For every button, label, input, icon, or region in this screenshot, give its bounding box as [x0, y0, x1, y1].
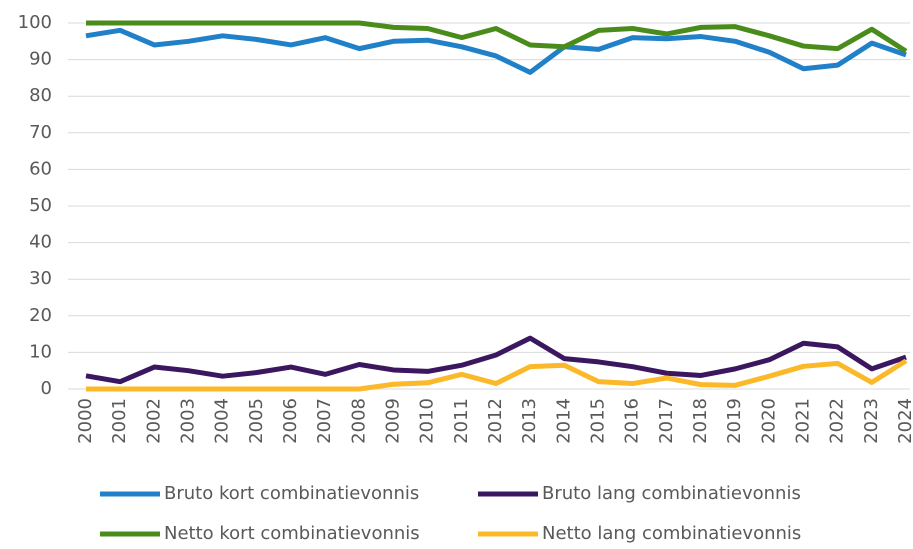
- x-tick-label: 2017: [656, 398, 677, 444]
- x-tick-label: 2001: [109, 398, 130, 444]
- y-tick-label: 20: [29, 305, 52, 326]
- legend-label: Bruto lang combinatievonnis: [542, 483, 801, 504]
- x-tick-label: 2009: [383, 398, 404, 444]
- x-tick-label: 2003: [178, 398, 199, 444]
- x-tick-label: 2020: [758, 398, 779, 444]
- y-tick-label: 0: [41, 378, 52, 399]
- x-tick-label: 2005: [246, 398, 267, 444]
- y-tick-label: 90: [29, 49, 52, 70]
- legend-label: Bruto kort combinatievonnis: [164, 483, 419, 504]
- x-tick-label: 2012: [485, 398, 506, 444]
- x-tick-label: 2000: [75, 398, 96, 444]
- x-tick-label: 2013: [519, 398, 540, 444]
- legend-label: Netto kort combinatievonnis: [164, 523, 420, 544]
- legend-label: Netto lang combinatievonnis: [542, 523, 801, 544]
- x-tick-label: 2023: [861, 398, 882, 444]
- y-tick-label: 10: [29, 341, 52, 362]
- series-line: [86, 358, 908, 392]
- x-tick-label: 2021: [793, 398, 814, 444]
- series-line: [85, 335, 907, 385]
- y-tick-label: 40: [29, 232, 52, 253]
- x-tick-label: 2016: [622, 398, 643, 444]
- x-tick-label: 2007: [314, 398, 335, 444]
- x-tick-label: 2002: [143, 398, 164, 444]
- series-line: [86, 20, 908, 54]
- y-tick-label: 30: [29, 268, 52, 289]
- x-tick-label: 2015: [588, 398, 609, 444]
- x-tick-label: 2008: [348, 398, 369, 444]
- x-tick-label: 2011: [451, 398, 472, 444]
- x-tick-label: 2019: [724, 398, 745, 444]
- x-tick-label: 2006: [280, 398, 301, 444]
- x-tick-label: 2014: [553, 398, 574, 444]
- x-tick-label: 2024: [895, 398, 913, 444]
- y-tick-label: 60: [29, 158, 52, 179]
- x-tick-label: 2010: [417, 398, 438, 444]
- y-tick-label: 70: [29, 122, 52, 143]
- y-tick-label: 100: [18, 12, 52, 33]
- y-tick-label: 80: [29, 85, 52, 106]
- series-line: [85, 27, 907, 75]
- x-tick-label: 2022: [827, 398, 848, 444]
- x-tick-label: 2018: [690, 398, 711, 444]
- y-tick-label: 50: [29, 195, 52, 216]
- x-tick-label: 2004: [212, 398, 233, 444]
